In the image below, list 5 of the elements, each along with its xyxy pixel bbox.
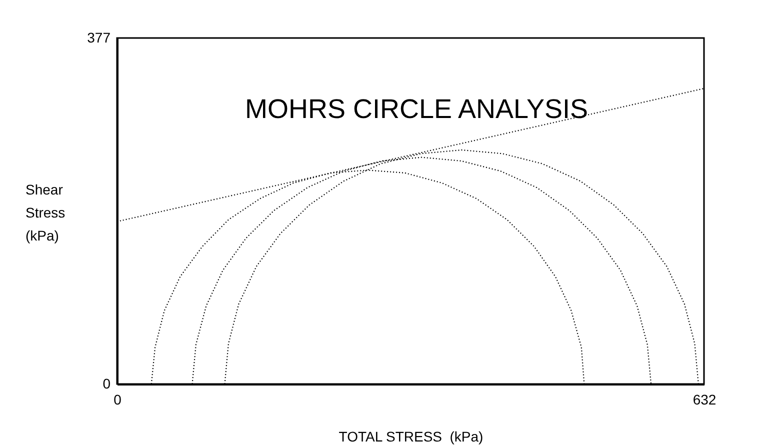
x-tick-label: 632 [692,392,716,408]
y-tick-label: 377 [87,30,111,46]
x-axis-title: TOTAL STRESS (kPa) [338,428,484,444]
y-axis-title: Shear Stress (kPa) [26,182,66,244]
text: MOHRS CIRCLE ANALYSIS [244,94,588,124]
